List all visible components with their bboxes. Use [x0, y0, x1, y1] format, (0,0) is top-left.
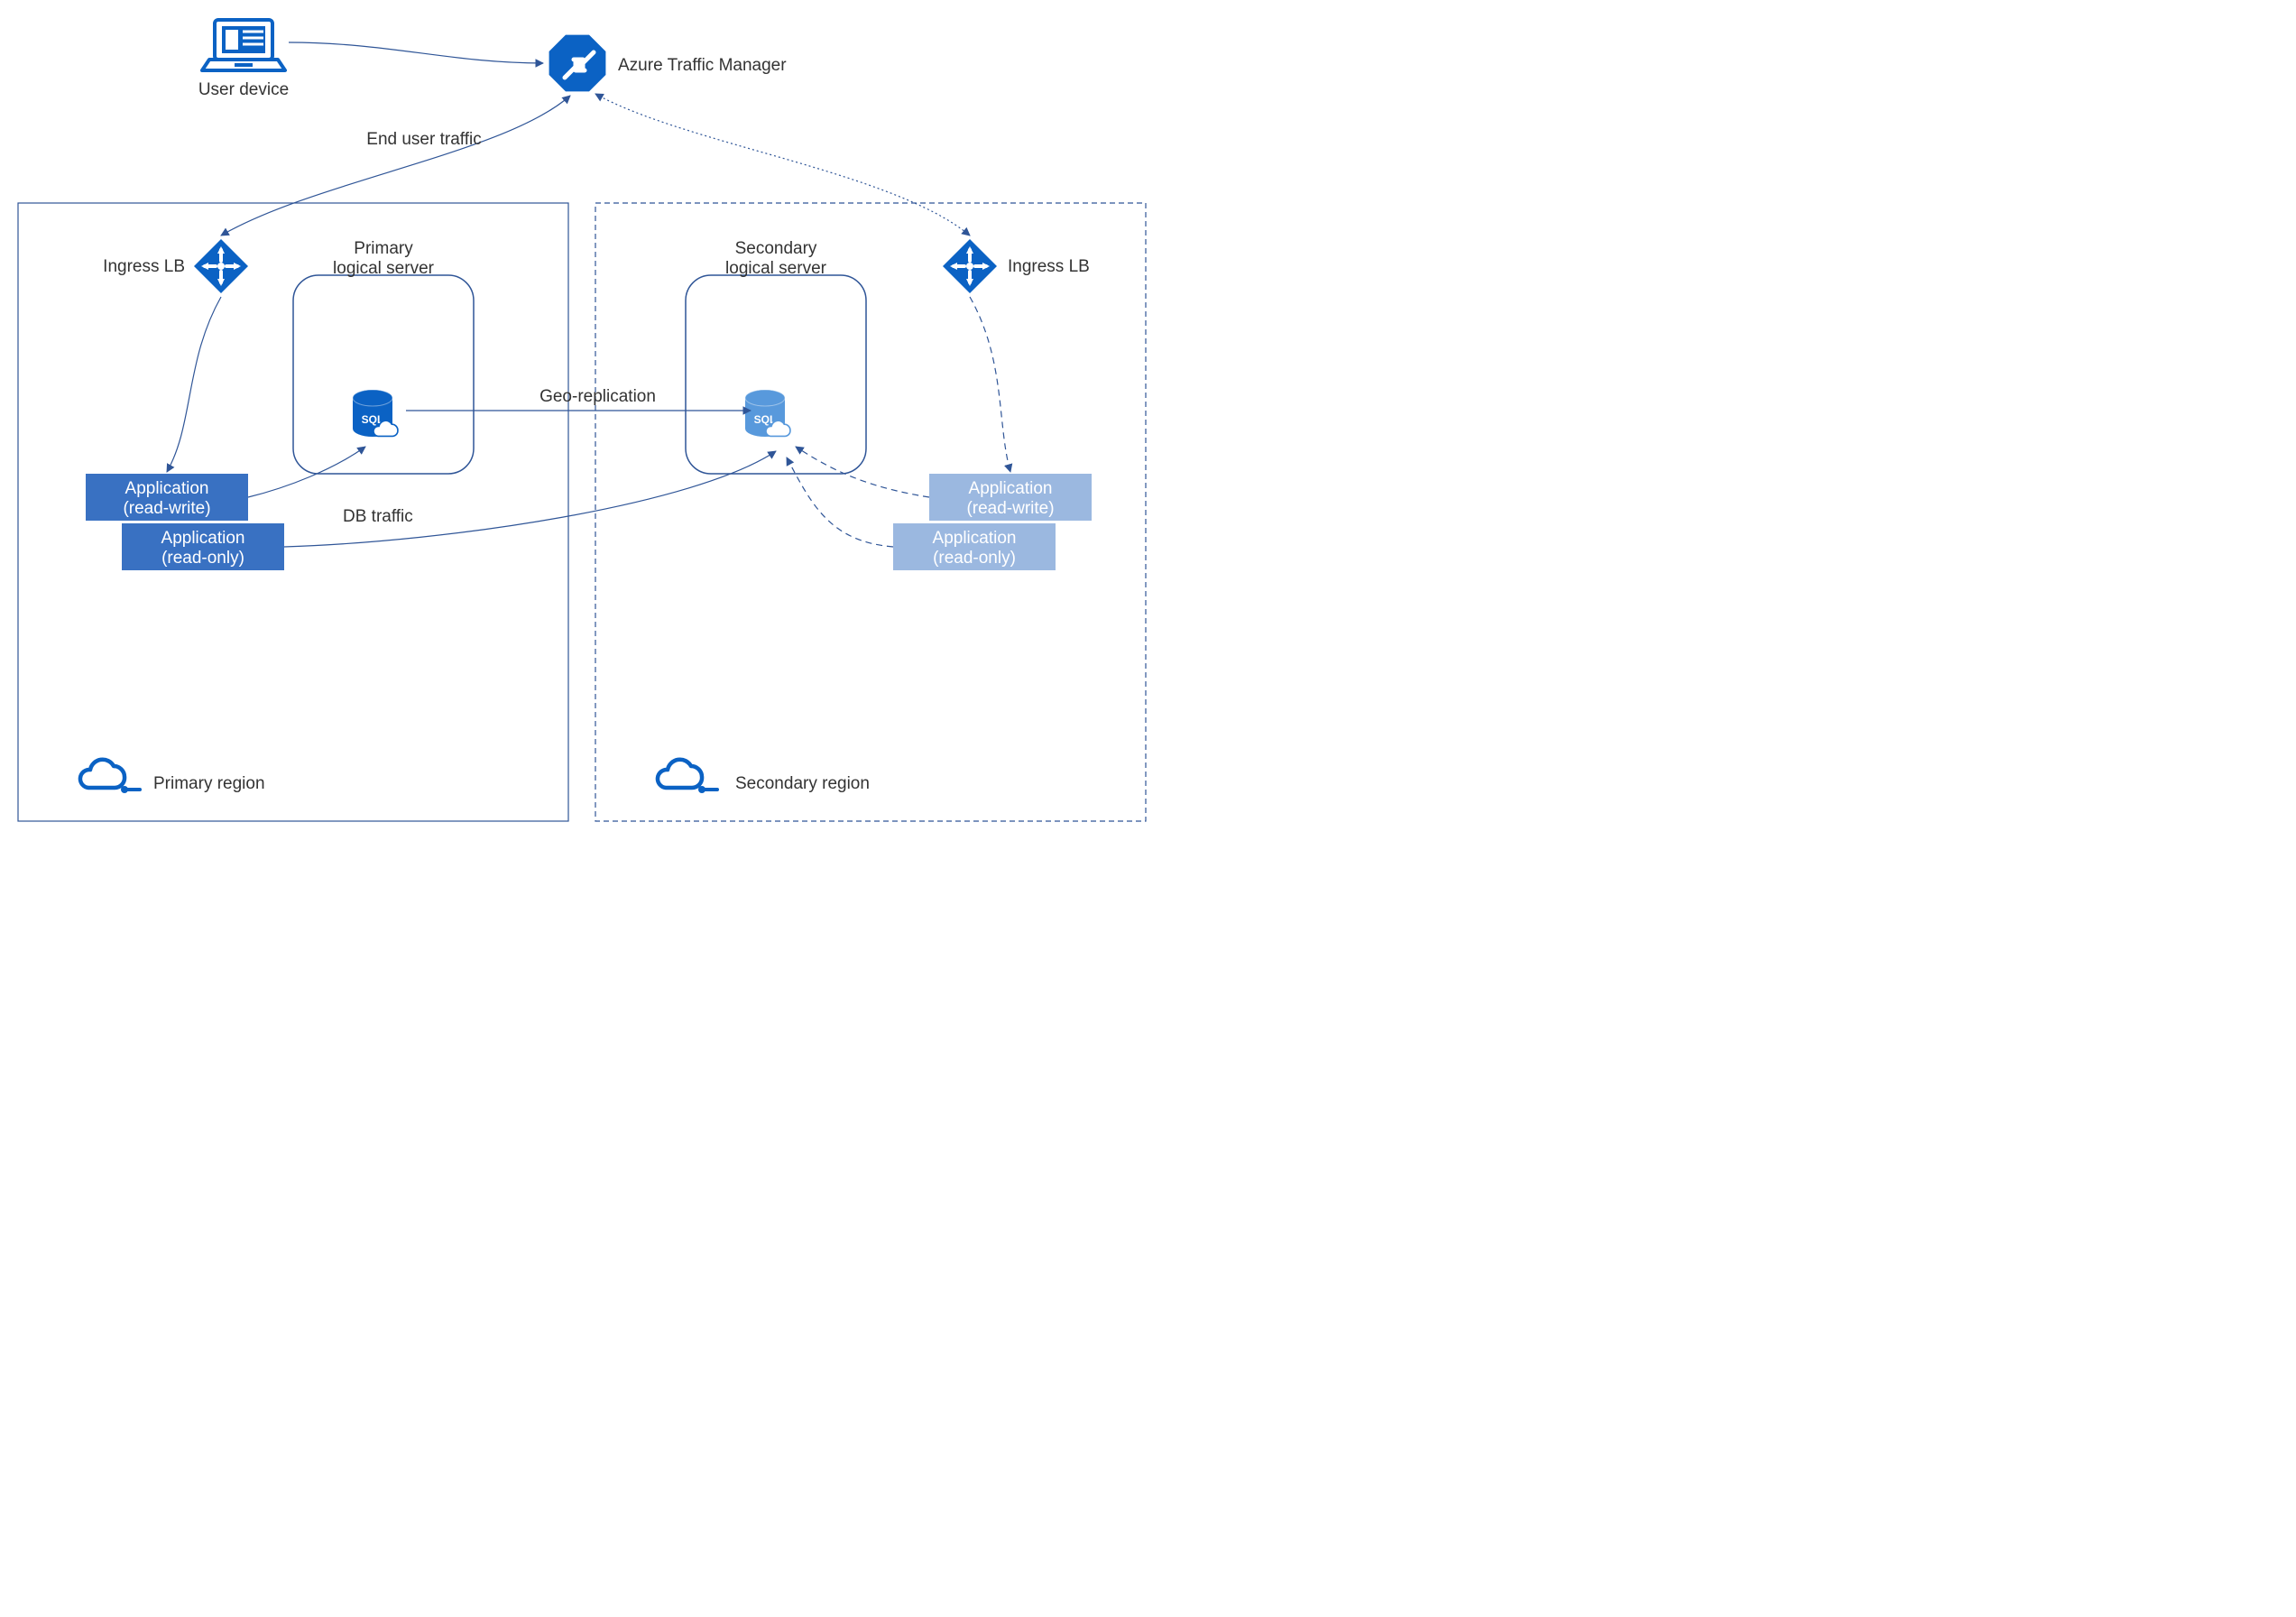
edge	[284, 451, 776, 547]
logical-server-label-2: logical server	[333, 259, 435, 278]
logical-server-label-1: Secondary	[735, 239, 817, 258]
app-label-2: (read-write)	[123, 499, 210, 518]
app-label-1: Application	[161, 529, 245, 548]
geo-replication-label: Geo-replication	[539, 387, 656, 406]
app-label-2: (read-only)	[161, 549, 244, 568]
edge	[796, 447, 929, 497]
secondary-ingress-lb-label: Ingress LB	[1008, 257, 1090, 276]
traffic-manager-label: Azure Traffic Manager	[618, 56, 787, 75]
cloud-icon	[658, 760, 717, 793]
secondary-region-label: Secondary region	[735, 774, 870, 793]
user-device-label: User device	[198, 80, 289, 99]
user-device-icon	[202, 20, 285, 70]
end-user-traffic-label: End user traffic	[366, 130, 481, 149]
cloud-icon	[80, 760, 140, 793]
db-traffic-label: DB traffic	[343, 507, 413, 526]
primary-region-label: Primary region	[153, 774, 265, 793]
edge	[221, 96, 570, 236]
edge	[970, 297, 1010, 472]
app-label-1: Application	[125, 479, 209, 498]
logical-server-label-2: logical server	[725, 259, 827, 278]
load-balancer-icon	[943, 239, 997, 293]
sql-db-icon: SQL	[745, 390, 790, 437]
sql-db-icon: SQL	[353, 390, 398, 437]
logical-server-box	[293, 275, 474, 474]
app-label-2: (read-write)	[966, 499, 1054, 518]
edge	[167, 297, 221, 472]
app-label-1: Application	[969, 479, 1053, 498]
load-balancer-icon	[194, 239, 248, 293]
traffic-manager-icon	[549, 35, 606, 92]
edge	[248, 447, 365, 497]
logical-server-box	[686, 275, 866, 474]
logical-server-label-1: Primary	[354, 239, 413, 258]
edge	[289, 42, 543, 63]
primary-ingress-lb-label: Ingress LB	[103, 257, 185, 276]
edge	[787, 457, 893, 547]
edge	[595, 94, 970, 236]
app-label-2: (read-only)	[933, 549, 1016, 568]
app-label-1: Application	[933, 529, 1017, 548]
